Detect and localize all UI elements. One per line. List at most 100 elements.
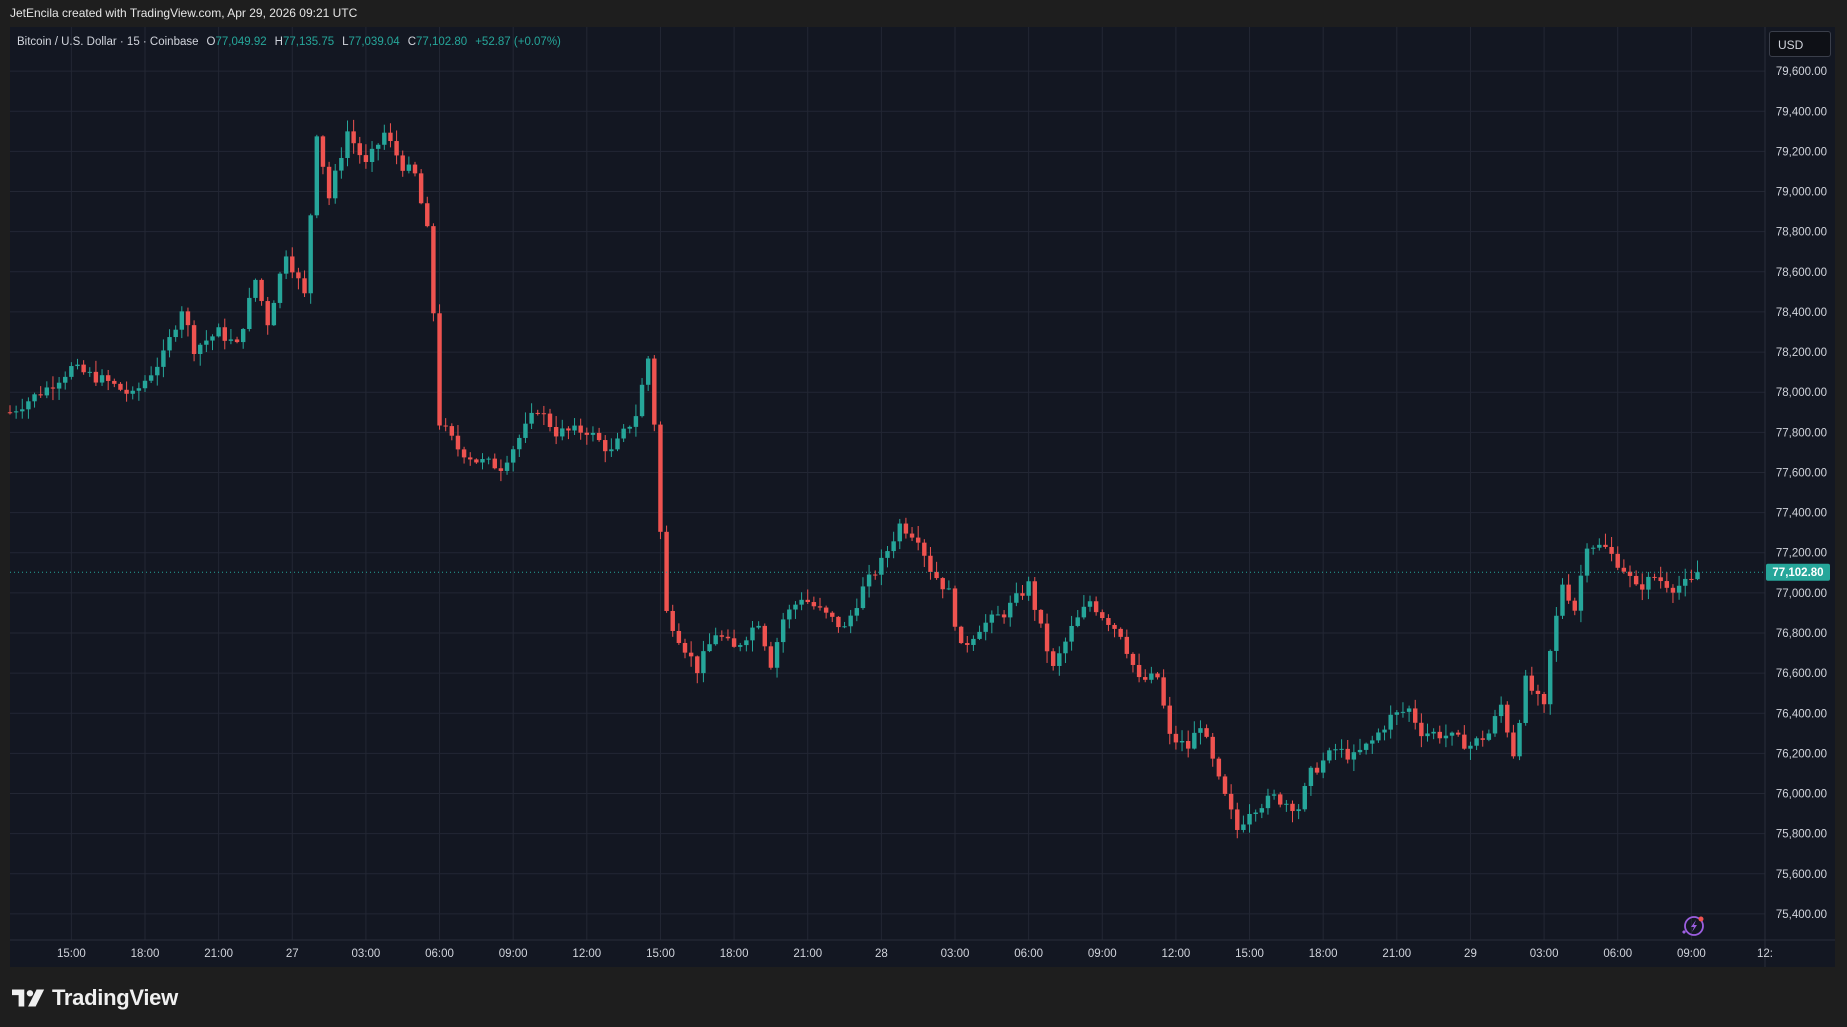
price-tick-label: 78,600.00 xyxy=(1776,267,1827,279)
candle-body xyxy=(1327,750,1332,761)
time-tick-label: 27 xyxy=(286,948,299,960)
candle-body xyxy=(854,608,860,616)
price-tick-label: 76,400.00 xyxy=(1776,708,1827,720)
candle-body xyxy=(1155,673,1160,678)
candle-body xyxy=(584,432,590,435)
candle-body xyxy=(136,388,142,391)
candle-body xyxy=(603,440,608,452)
price-tick-label: 79,400.00 xyxy=(1776,106,1827,118)
candle-body xyxy=(621,428,626,439)
candle-body xyxy=(1057,653,1062,666)
candle-body xyxy=(572,425,577,431)
candle-body xyxy=(1413,708,1418,723)
candle-body xyxy=(234,339,240,343)
price-tick-label: 78,800.00 xyxy=(1776,227,1827,239)
candle-body xyxy=(63,376,68,383)
candle-body xyxy=(1664,581,1670,588)
candle-body xyxy=(1253,812,1258,814)
candle-body xyxy=(185,311,191,326)
time-tick-label: 15:00 xyxy=(57,948,86,960)
candle-body xyxy=(1112,624,1117,629)
candle-body xyxy=(1247,813,1252,825)
candle-body xyxy=(756,625,761,628)
time-axis-background[interactable] xyxy=(10,940,1835,967)
candle-body xyxy=(99,375,105,383)
candle-body xyxy=(1130,653,1136,665)
candle-body xyxy=(1259,808,1265,813)
time-tick-label: 03:00 xyxy=(941,948,970,960)
candle-body xyxy=(112,380,117,384)
candle-body xyxy=(443,425,448,427)
currency-button[interactable]: USD xyxy=(1769,31,1831,57)
candle-body xyxy=(1511,732,1516,757)
candle-body xyxy=(1566,584,1571,601)
candle-body xyxy=(762,625,767,647)
candle-body xyxy=(713,635,718,645)
candle-body xyxy=(1149,673,1154,680)
candle-body xyxy=(388,132,393,142)
legend-open-value: 77,049.92 xyxy=(215,36,266,48)
price-tick-label: 76,200.00 xyxy=(1776,748,1827,760)
candle-body xyxy=(983,622,988,632)
candle-body xyxy=(13,411,19,413)
candle-body xyxy=(1333,749,1338,751)
candle-body xyxy=(578,425,583,433)
candle-body xyxy=(1578,575,1584,611)
candle-body xyxy=(240,329,246,343)
candle-body xyxy=(946,588,952,590)
candle-body xyxy=(1069,625,1074,642)
candle-body xyxy=(1492,716,1498,734)
candle-body xyxy=(357,143,362,156)
time-tick-label: 03:00 xyxy=(1530,948,1559,960)
candle-body xyxy=(676,630,682,643)
time-tick-label: 09:00 xyxy=(499,948,528,960)
candle-body xyxy=(1449,732,1455,736)
candle-body xyxy=(345,131,350,158)
price-tick-label: 76,800.00 xyxy=(1776,628,1827,640)
candle-body xyxy=(1204,728,1209,737)
candle-body xyxy=(210,336,215,341)
candle-body xyxy=(1572,600,1577,611)
candle-body xyxy=(989,614,995,623)
last-price-tag-background xyxy=(1766,563,1830,581)
candle-body xyxy=(492,458,497,469)
candle-body xyxy=(498,468,504,471)
time-tick-label: 21:00 xyxy=(1382,948,1411,960)
candle-body xyxy=(167,337,172,351)
candle-body xyxy=(1486,733,1492,740)
candle-body xyxy=(486,458,491,460)
candle-body xyxy=(228,339,234,341)
candle-body xyxy=(958,626,964,644)
candle-body xyxy=(940,578,945,590)
tradingview-brand[interactable]: TradingView xyxy=(12,985,178,1011)
candle-body xyxy=(1597,544,1602,548)
candle-body xyxy=(1001,614,1007,618)
price-axis-background[interactable] xyxy=(1765,27,1835,940)
candle-body xyxy=(1621,567,1627,572)
candle-body xyxy=(915,537,921,543)
candle-body xyxy=(1646,576,1651,590)
candle-body xyxy=(277,273,283,303)
candle-body xyxy=(1633,575,1639,585)
candle-body xyxy=(707,644,712,652)
time-tick-label: 18:00 xyxy=(720,948,749,960)
candle-body xyxy=(928,555,933,572)
candle-body xyxy=(811,602,817,607)
tradingview-logo-icon xyxy=(12,989,45,1007)
candle-body xyxy=(529,412,534,424)
replay-lightning-icon[interactable] xyxy=(1682,916,1704,936)
candle-body xyxy=(406,164,412,171)
time-tick-label: 15:00 xyxy=(646,948,675,960)
candle-body xyxy=(1541,693,1547,705)
candle-body xyxy=(836,616,841,628)
candle-body xyxy=(1345,748,1350,760)
candle-body xyxy=(744,640,749,646)
candle-body xyxy=(333,170,338,199)
tradingview-wordmark: TradingView xyxy=(52,985,178,1010)
candle-body xyxy=(1400,711,1406,713)
candle-body xyxy=(1498,704,1504,717)
candle-body xyxy=(1020,593,1025,596)
candle-body xyxy=(842,626,847,628)
last-price-tag: 77,102.80 xyxy=(1766,563,1830,581)
